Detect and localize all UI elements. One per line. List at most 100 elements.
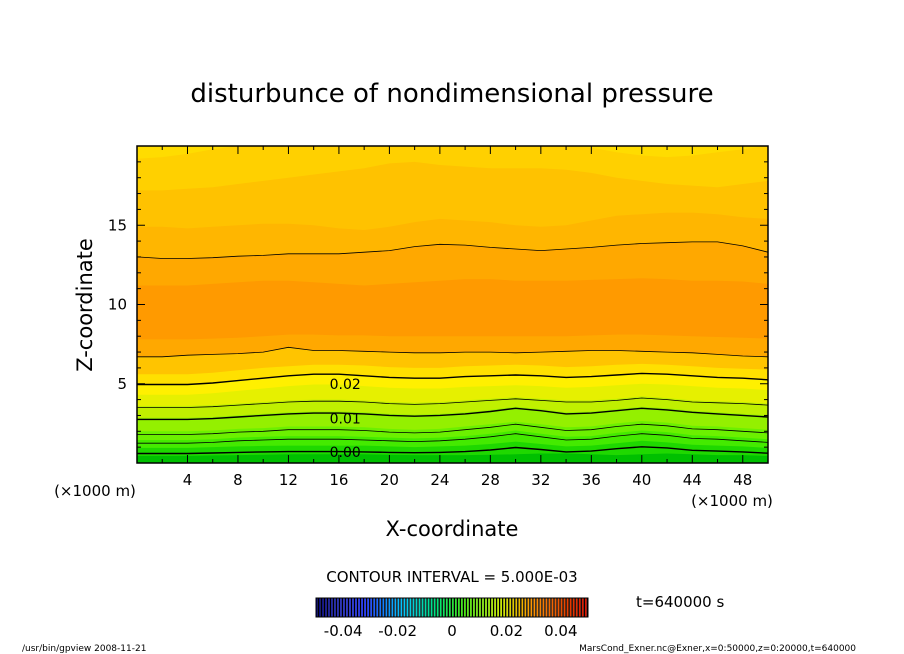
colorbar-stripe — [403, 598, 406, 617]
colorbar-gap — [453, 598, 456, 617]
contour-label-1: 0.01 — [330, 412, 361, 428]
colorbar-gap — [417, 598, 419, 617]
colorbar-gap — [356, 598, 359, 617]
contour-band-15 — [137, 146, 768, 191]
colorbar-stripe — [506, 598, 509, 617]
contour-band-16 — [137, 146, 768, 159]
colorbar-stripe — [509, 598, 512, 617]
colorbar-gap — [369, 598, 371, 617]
contour-label-0: 0.02 — [330, 377, 361, 393]
colorbar-gap — [399, 598, 401, 617]
colorbar-gap — [486, 598, 489, 617]
colorbar-gap — [538, 598, 540, 617]
colorbar-gap — [450, 598, 452, 617]
colorbar-stripe — [409, 598, 412, 617]
colorbar-gap — [393, 598, 395, 617]
colorbar-gap — [438, 598, 440, 617]
colorbar-gap — [498, 598, 501, 617]
colorbar-stripe — [391, 598, 394, 617]
colorbar-stripe — [427, 598, 430, 617]
colorbar-stripe — [575, 598, 578, 617]
colorbar-frame — [315, 597, 589, 618]
colorbar-stripe — [581, 598, 584, 617]
colorbar-gap — [556, 598, 558, 617]
colorbar-stripe — [479, 598, 481, 617]
colorbar-gap — [381, 598, 383, 617]
colorbar-gap — [489, 598, 492, 617]
colorbar-gap — [477, 598, 480, 617]
colorbar-gap — [362, 598, 365, 617]
colorbar-stripe — [424, 598, 427, 617]
colorbar-tick-labels: -0.04 -0.02 0 0.02 0.04 — [324, 622, 578, 640]
contour-line-7 — [137, 241, 768, 259]
colorbar-stripe — [515, 598, 518, 617]
colorbar-stripe — [352, 598, 354, 617]
colorbar-gap — [447, 598, 449, 617]
colorbar-gap — [532, 598, 534, 617]
colorbar-gap — [317, 598, 320, 617]
x-tick-label: 12 — [279, 471, 298, 489]
colorbar — [316, 598, 588, 617]
colorbar-stripe — [445, 598, 448, 617]
colorbar-gap — [492, 598, 495, 617]
contour-interval-label: CONTOUR INTERVAL = 5.000E-03 — [326, 568, 577, 586]
colorbar-gap — [390, 598, 392, 617]
colorbar-stripe — [527, 598, 530, 617]
colorbar-gap — [553, 598, 555, 617]
colorbar-gap — [341, 598, 344, 617]
colorbar-stripe — [524, 598, 527, 617]
colorbar-gap — [387, 598, 389, 617]
x-tick-label: 40 — [632, 471, 651, 489]
colorbar-gap — [411, 598, 413, 617]
colorbar-gap — [583, 598, 585, 617]
colorbar-stripe — [319, 598, 321, 617]
colorbar-gap — [483, 598, 486, 617]
colorbar-gap — [586, 598, 588, 617]
colorbar-stripe — [382, 598, 385, 617]
colorbar-stripe — [566, 598, 569, 617]
colorbar-stripe — [536, 598, 539, 617]
colorbar-gap — [429, 598, 431, 617]
colorbar-stripe — [491, 598, 493, 617]
colorbar-stripe — [542, 598, 545, 617]
x-tick-label: 20 — [380, 471, 399, 489]
colorbar-stripe — [400, 598, 403, 617]
colorbar-gap — [426, 598, 428, 617]
x-tick-label: 48 — [733, 471, 752, 489]
colorbar-stripe — [500, 598, 503, 617]
colorbar-stripe — [349, 598, 351, 617]
colorbar-gap — [511, 598, 513, 617]
y-unit-label: (×1000 m) — [54, 482, 136, 500]
colorbar-stripe — [367, 598, 370, 617]
colorbar-stripe — [482, 598, 484, 617]
colorbar-stripe — [584, 598, 587, 617]
colorbar-stripe — [452, 598, 454, 617]
colorbar-gap — [414, 598, 416, 617]
colorbar-gap — [326, 598, 329, 617]
x-unit-label: (×1000 m) — [691, 492, 773, 510]
colorbar-gap — [432, 598, 434, 617]
contour-label-2: 0.00 — [330, 445, 361, 461]
colorbar-gap — [480, 598, 483, 617]
colorbar-stripe — [385, 598, 388, 617]
colorbar-stripe — [473, 598, 475, 617]
colorbar-stripe — [337, 598, 339, 617]
colorbar-gap — [456, 598, 459, 617]
colorbar-stripe — [470, 598, 472, 617]
colorbar-gap — [375, 598, 377, 617]
colorbar-gap — [526, 598, 528, 617]
colorbar-tick-label: -0.02 — [378, 622, 417, 640]
contour-line-2 — [137, 423, 768, 435]
colorbar-stripe — [415, 598, 418, 617]
y-tick-label: 10 — [108, 296, 127, 314]
colorbar-gap — [565, 598, 567, 617]
colorbar-gap — [423, 598, 425, 617]
colorbar-gap — [523, 598, 525, 617]
x-tick-label: 4 — [183, 471, 193, 489]
contour-lines — [137, 241, 768, 455]
colorbar-stripe — [560, 598, 563, 617]
colorbar-stripe — [418, 598, 421, 617]
colorbar-stripe — [530, 598, 533, 617]
colorbar-gap — [366, 598, 368, 617]
colorbar-stripe — [448, 598, 451, 617]
